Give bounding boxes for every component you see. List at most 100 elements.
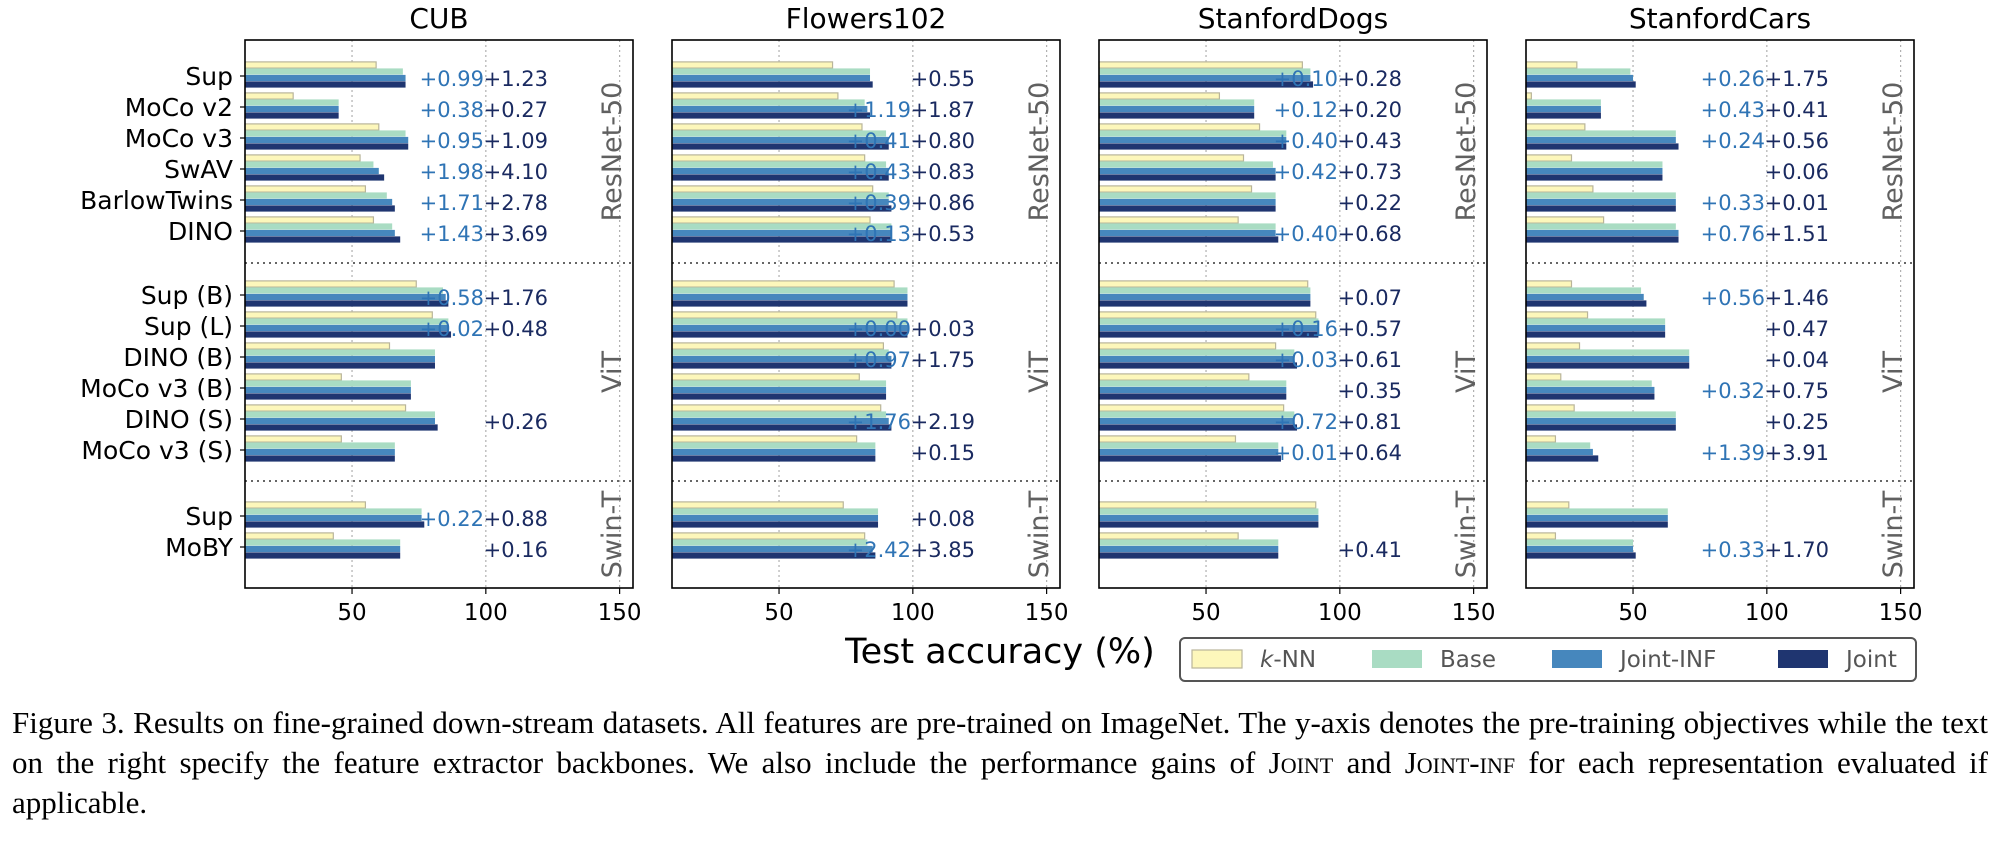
bar-joint: [1099, 143, 1287, 150]
bar-jinf: [672, 355, 892, 363]
bar-base: [1099, 287, 1311, 294]
bar-base: [672, 130, 887, 137]
bar-joint: [672, 143, 889, 150]
bar-jinf: [672, 514, 879, 522]
chart-panel-2: +0.28+0.10+0.20+0.12+0.43+0.40+0.73+0.42…: [1098, 2, 1496, 626]
legend-swatch: [1191, 649, 1243, 669]
gain-joint-label: +1.51: [1765, 222, 1829, 246]
bar-jinf: [672, 229, 892, 237]
bar-base: [1526, 161, 1663, 168]
gain-joint-inf-label: +1.71: [420, 191, 484, 215]
bar-jinf: [1526, 105, 1601, 113]
bar-base: [672, 539, 868, 546]
backbone-label: ViT: [1451, 351, 1482, 393]
bar-knn: [244, 154, 361, 162]
bar-base: [1526, 349, 1690, 356]
bar-base: [1526, 508, 1668, 515]
bar-base: [1526, 442, 1591, 449]
panel-title: StanfordCars: [1629, 2, 1811, 35]
bar-knn: [671, 154, 866, 162]
bar-base: [245, 539, 401, 546]
bar-base: [1099, 223, 1276, 230]
bar-joint: [1526, 521, 1668, 528]
bar-jinf: [1526, 417, 1676, 425]
bar-joint: [672, 424, 892, 431]
bar-base: [245, 130, 406, 137]
caption-text: for each representation evaluated if app…: [12, 745, 1988, 820]
bar-base: [672, 442, 876, 449]
plot-frame: [671, 39, 1061, 589]
bar-jinf: [1099, 386, 1287, 394]
gain-joint-label: +0.88: [484, 507, 548, 531]
x-tick-label: 150: [598, 600, 642, 626]
gain-joint-label: +1.46: [1765, 286, 1829, 310]
bar-base: [1099, 161, 1273, 168]
x-tick-label: 150: [1879, 600, 1923, 626]
bar-joint: [1526, 236, 1679, 243]
bar-knn: [1525, 185, 1594, 193]
bar-knn: [1098, 532, 1239, 540]
backbone-label: ViT: [597, 351, 628, 393]
gain-joint-inf-label: +0.39: [847, 191, 911, 215]
bar-jinf: [672, 293, 908, 301]
legend-swatch: [1372, 650, 1422, 668]
bar-joint: [245, 112, 339, 119]
gain-joint-inf-label: +0.00: [847, 317, 911, 341]
gain-joint-label: +0.16: [484, 538, 548, 562]
backbone-label: ResNet-50: [597, 82, 628, 222]
gain-joint-label: +0.15: [911, 441, 975, 465]
gain-joint-label: +0.68: [1338, 222, 1402, 246]
bar-knn: [1098, 501, 1317, 509]
bar-base: [672, 287, 908, 294]
y-tick-label: BarlowTwins: [80, 186, 233, 215]
bar-knn: [244, 216, 375, 224]
bar-knn: [1098, 123, 1261, 131]
bar-base: [1099, 192, 1276, 199]
bar-knn: [1525, 404, 1575, 412]
backbone-label: Swin-T: [597, 490, 628, 578]
gain-joint-label: +0.61: [1338, 348, 1402, 372]
y-tick-label: DINO: [168, 217, 233, 246]
gain-joint-label: +3.85: [911, 538, 975, 562]
bar-joint: [1526, 112, 1601, 119]
bar-joint: [1099, 236, 1279, 243]
bar-base: [245, 287, 444, 294]
bar-base: [245, 318, 449, 325]
bar-knn: [671, 373, 860, 381]
plot-frame: [1525, 39, 1915, 589]
bar-knn: [1525, 532, 1557, 540]
bar-joint: [1099, 393, 1287, 400]
bar-jinf: [245, 105, 339, 113]
bar-jinf: [245, 229, 395, 237]
gain-joint-inf-label: +1.76: [847, 410, 911, 434]
bar-knn: [1098, 373, 1250, 381]
gain-joint-label: +0.83: [911, 160, 975, 184]
bar-jinf: [1526, 386, 1655, 394]
backbone-label: ViT: [1024, 351, 1055, 393]
bar-knn: [1525, 92, 1532, 100]
bar-jinf: [1526, 229, 1679, 237]
bar-joint: [1099, 362, 1298, 369]
bar-joint: [672, 552, 876, 559]
bar-knn: [244, 373, 342, 381]
gain-joint-inf-label: +1.43: [420, 222, 484, 246]
bar-base: [245, 508, 422, 515]
bar-jinf: [245, 448, 395, 456]
backbone-label: Swin-T: [1451, 490, 1482, 578]
bar-joint: [672, 112, 871, 119]
bar-base: [1099, 380, 1287, 387]
gain-joint-label: +0.43: [1338, 129, 1402, 153]
x-tick-label: 100: [1745, 600, 1789, 626]
bar-jinf: [1099, 293, 1311, 301]
bar-joint: [672, 331, 908, 338]
caption-smallcaps: Joint-inf: [1404, 745, 1516, 780]
bar-knn: [671, 185, 874, 193]
legend-swatch: [1778, 650, 1828, 668]
gain-joint-label: +0.41: [1338, 538, 1402, 562]
legend-label: Base: [1440, 647, 1496, 673]
y-tick-label: Sup (B): [141, 281, 233, 310]
bar-base: [1526, 223, 1676, 230]
bar-joint: [1526, 552, 1636, 559]
bar-base: [245, 442, 395, 449]
figure-caption: Figure 3. Results on fine-grained down-s…: [12, 703, 1988, 823]
